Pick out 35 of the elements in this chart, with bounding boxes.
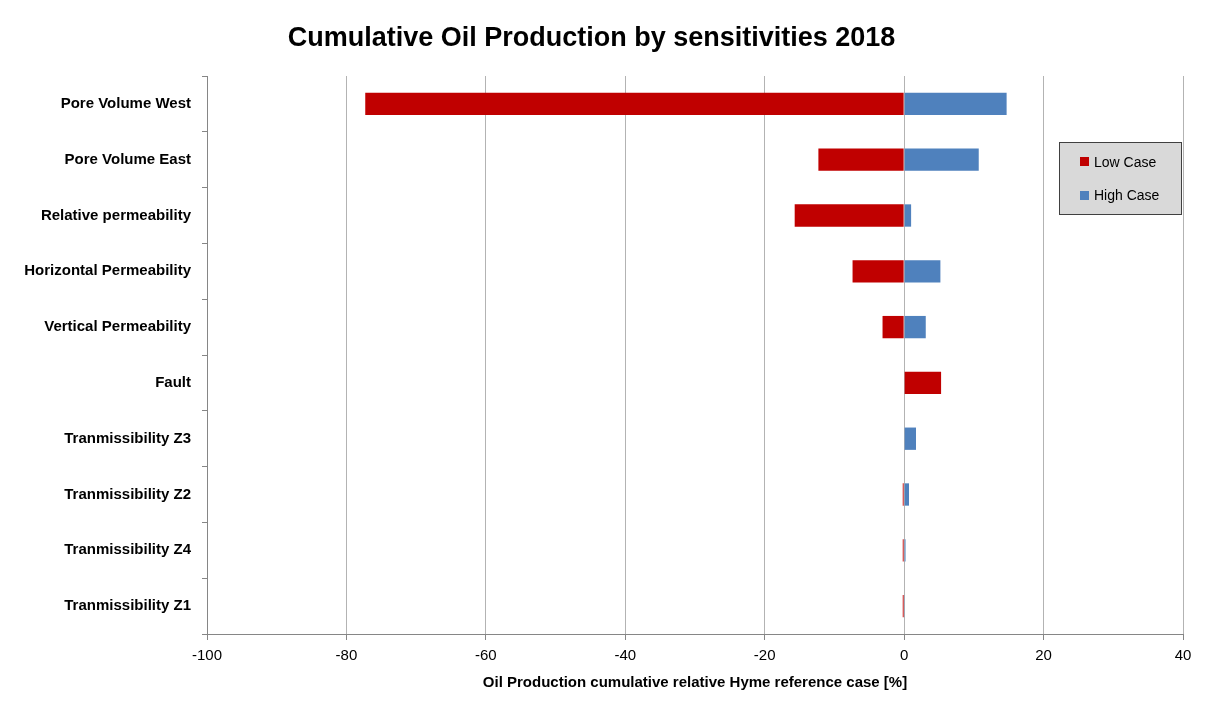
y-tick-label: Fault <box>155 373 191 391</box>
bar <box>904 315 926 339</box>
bar <box>904 204 912 227</box>
bar <box>904 371 942 395</box>
bar <box>882 315 904 339</box>
legend-label: Low Case <box>1094 153 1157 170</box>
bar <box>818 148 904 171</box>
y-tick-label: Tranmissibility Z3 <box>64 428 191 446</box>
bar <box>904 92 1007 116</box>
bar <box>904 260 941 283</box>
bar <box>904 483 910 506</box>
bar <box>794 204 904 227</box>
legend-label: High Case <box>1094 187 1160 204</box>
y-tick-label: Horizontal Permeability <box>24 261 192 279</box>
x-axis-title: Oil Production cumulative relative Hyme reference case [%] <box>482 673 908 691</box>
y-tick-label: Tranmissibility Z2 <box>64 484 191 502</box>
x-tick-label: 0 <box>899 646 909 664</box>
bar <box>365 92 904 116</box>
x-tick-label: -80 <box>335 646 358 664</box>
y-tick-label: Pore Volume West <box>60 94 191 112</box>
bar <box>904 427 916 450</box>
x-tick-label: 40 <box>1174 646 1192 664</box>
y-tick-label: Pore Volume East <box>64 149 191 167</box>
y-tick-label: Relative permeability <box>40 205 192 223</box>
y-tick-label: Vertical Permeability <box>44 317 192 335</box>
bar <box>852 260 904 283</box>
x-tick-label: -60 <box>475 646 497 664</box>
x-tick-label: 20 <box>1035 646 1052 664</box>
x-tick-label: -100 <box>191 646 223 664</box>
chart-title: Cumulative Oil Production by sensitivities 2018 <box>287 21 896 52</box>
x-tick-label: -20 <box>753 646 776 664</box>
bar <box>904 148 979 171</box>
y-tick-label: Tranmissibility Z1 <box>64 596 191 614</box>
x-tick-label: -40 <box>614 646 637 664</box>
y-tick-label: Tranmissibility Z4 <box>64 540 192 558</box>
